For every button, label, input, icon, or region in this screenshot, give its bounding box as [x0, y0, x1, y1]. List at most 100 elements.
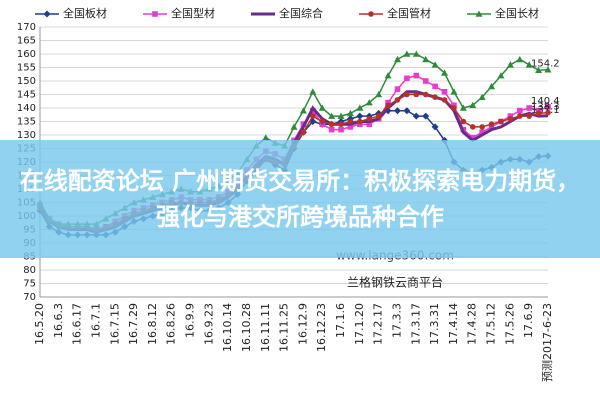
marker: [479, 129, 485, 136]
marker: [384, 72, 392, 79]
marker: [356, 104, 364, 111]
x-tick-label: 17.2.17: [372, 303, 385, 345]
marker: [526, 113, 532, 119]
marker: [43, 10, 51, 18]
marker: [469, 101, 477, 109]
y-tick-label: 170: [17, 22, 36, 33]
marker: [375, 113, 382, 119]
marker: [451, 105, 457, 111]
marker: [422, 91, 429, 98]
y-tick-label: 135: [17, 117, 36, 128]
marker: [488, 121, 495, 127]
x-tick-label: 16.6.3: [52, 303, 65, 338]
marker: [403, 107, 411, 115]
y-tick-label: 130: [17, 130, 36, 141]
marker: [469, 124, 476, 130]
marker: [318, 104, 326, 111]
marker: [535, 110, 542, 117]
marker: [431, 123, 439, 131]
marker: [432, 94, 438, 100]
x-tick-label: 17.3.17: [409, 303, 422, 345]
marker: [545, 104, 551, 110]
y-tick-label: 165: [17, 36, 36, 47]
marker: [290, 123, 298, 130]
x-tick-label: 16.10.14: [221, 303, 234, 352]
x-tick-label: 16.7.29: [127, 303, 140, 345]
x-tick-label: 16.8.12: [146, 303, 159, 345]
x-tick-label: 16.7.1: [89, 303, 102, 338]
legend-label: 全国型材: [171, 6, 215, 20]
legend-label: 全国长材: [495, 6, 539, 20]
marker: [413, 91, 420, 98]
x-tick-label: 17.5.26: [503, 303, 516, 345]
marker: [469, 134, 476, 141]
marker: [413, 72, 420, 79]
x-tick-label: 17.4.14: [447, 303, 460, 345]
banner: 在线配资论坛 广州期货交易所：积极探索电力期货，强化与港交所跨境品种合作: [0, 140, 600, 258]
y-tick-label: 150: [17, 76, 36, 87]
marker: [152, 11, 158, 17]
marker: [338, 126, 344, 133]
marker: [346, 109, 354, 117]
marker: [368, 11, 374, 17]
x-tick-label: 16.12.9: [296, 303, 309, 345]
data-label: 137.1: [531, 105, 560, 116]
legend-label: 全国管材: [387, 6, 431, 20]
marker: [441, 89, 448, 95]
data-label: 154.2: [531, 59, 560, 70]
marker: [393, 107, 401, 115]
marker: [516, 107, 523, 114]
x-tick-label: 16.6.17: [71, 303, 84, 345]
marker: [366, 121, 373, 127]
y-tick-label: 70: [23, 292, 36, 303]
x-tick-label: 17.1.20: [353, 303, 366, 345]
x-tick-label: 16.11.11: [259, 303, 272, 352]
marker: [357, 118, 363, 125]
marker: [338, 121, 344, 127]
marker: [545, 109, 551, 116]
marker: [403, 50, 411, 57]
marker: [309, 88, 317, 95]
marker: [422, 112, 430, 120]
marker: [535, 66, 543, 73]
marker: [506, 61, 514, 68]
marker: [441, 97, 448, 103]
marker: [459, 104, 467, 111]
marker: [441, 69, 449, 76]
marker: [347, 124, 354, 130]
marker: [507, 116, 514, 122]
y-tick-label: 155: [17, 63, 36, 74]
marker: [526, 105, 532, 111]
x-tick-label: 预测2017-6-23: [541, 303, 554, 382]
marker: [347, 118, 354, 125]
data-label: 140.4: [531, 96, 560, 107]
marker: [478, 93, 486, 100]
x-tick-label: 16.8.26: [165, 303, 178, 345]
marker: [394, 97, 401, 103]
marker: [479, 124, 485, 130]
marker: [328, 126, 335, 133]
legend-label: 全国综合: [279, 6, 323, 20]
marker: [412, 50, 420, 57]
marker: [394, 86, 401, 92]
marker: [328, 112, 336, 119]
marker: [497, 72, 505, 79]
y-tick-label: 140: [17, 103, 36, 114]
marker: [431, 61, 439, 68]
marker: [450, 88, 458, 95]
marker: [475, 10, 483, 17]
marker: [366, 116, 373, 122]
marker: [393, 55, 401, 63]
y-tick-label: 160: [17, 49, 36, 60]
marker: [422, 78, 429, 84]
x-tick-label: 16.7.15: [108, 303, 121, 345]
x-tick-label: 16.9.9: [184, 303, 197, 338]
y-tick-label: 80: [23, 265, 36, 276]
legend-label: 全国板材: [63, 6, 107, 20]
marker: [385, 102, 391, 109]
marker: [488, 82, 496, 90]
marker: [319, 118, 326, 125]
marker: [356, 112, 364, 120]
x-tick-label: 16.5.20: [33, 303, 46, 345]
